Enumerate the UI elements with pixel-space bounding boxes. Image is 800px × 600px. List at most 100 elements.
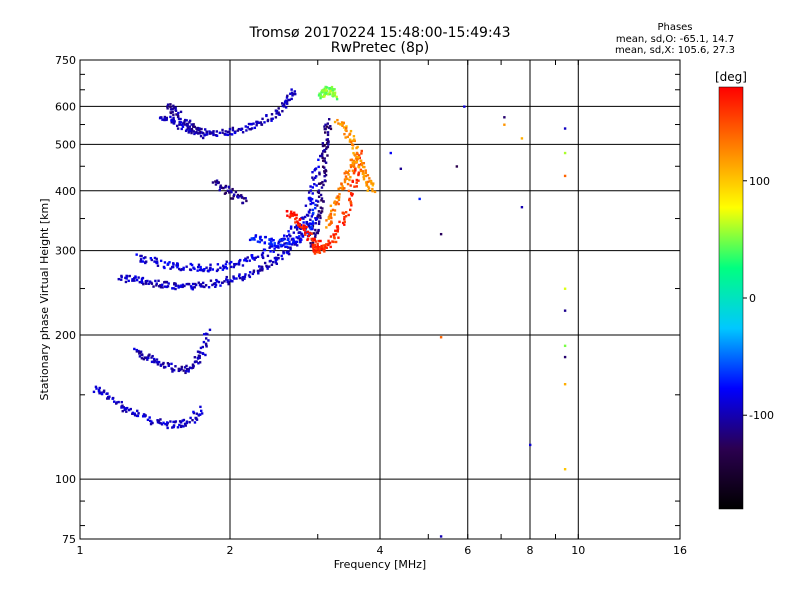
data-point: [295, 213, 298, 217]
data-point: [346, 135, 349, 139]
data-point: [195, 417, 198, 420]
data-point: [321, 152, 324, 156]
data-point: [289, 248, 292, 251]
data-point: [232, 275, 235, 278]
data-point: [343, 218, 346, 221]
data-point: [269, 245, 272, 248]
data-point: [320, 210, 324, 213]
data-point: [305, 221, 308, 225]
data-point: [207, 339, 210, 342]
data-point: [308, 222, 312, 225]
data-point: [172, 369, 176, 372]
data-point: [277, 253, 280, 257]
data-point: [120, 400, 123, 404]
data-point: [177, 286, 180, 289]
data-point: [321, 91, 325, 94]
data-point: [329, 89, 332, 93]
data-point: [120, 406, 123, 409]
data-point: [327, 239, 330, 243]
data-point: [330, 216, 333, 220]
data-point: [174, 287, 177, 291]
data-point: [248, 271, 252, 274]
data-point: [309, 185, 312, 188]
data-point: [321, 144, 325, 148]
data-point: [233, 193, 236, 196]
data-point: [315, 184, 318, 187]
data-point: [260, 239, 263, 242]
x-tick-label: 2: [227, 544, 234, 557]
data-point: [270, 263, 274, 266]
data-point: [323, 131, 327, 134]
data-point: [317, 158, 320, 162]
data-point: [280, 244, 284, 248]
data-point: [189, 285, 193, 288]
data-point: [288, 242, 291, 246]
data-point: [307, 197, 311, 200]
data-point: [314, 240, 317, 243]
data-point: [313, 243, 317, 246]
data-point: [172, 116, 175, 120]
data-point: [252, 237, 256, 240]
data-point: [326, 133, 330, 137]
data-point: [261, 269, 264, 272]
data-point: [317, 246, 321, 249]
data-point: [264, 235, 267, 239]
data-point: [337, 202, 340, 206]
data-point: [185, 282, 188, 286]
data-point: [205, 130, 209, 134]
data-point: [163, 266, 166, 270]
data-point: [163, 366, 166, 369]
data-point: [248, 259, 251, 262]
data-point: [355, 146, 358, 150]
data-point: [281, 238, 285, 242]
data-point: [333, 209, 337, 212]
data-point: [117, 400, 120, 404]
colorbar-tick-label: 0: [749, 292, 756, 305]
data-point: [371, 184, 375, 187]
data-point: [286, 238, 290, 242]
data-point: [252, 270, 255, 274]
data-point: [357, 165, 361, 169]
data-point: [141, 260, 145, 263]
data-point: [302, 217, 305, 220]
data-point: [155, 361, 159, 364]
data-point: [169, 420, 172, 423]
data-point: [259, 235, 262, 239]
data-point: [228, 191, 231, 194]
data-point: [294, 92, 297, 96]
data-point: [314, 217, 317, 220]
data-point: [287, 250, 290, 253]
data-point: [363, 165, 366, 169]
data-point: [327, 243, 330, 246]
data-point: [320, 89, 324, 92]
data-point: [351, 161, 354, 164]
data-point: [342, 121, 346, 125]
data-point: [173, 106, 176, 109]
data-point: [280, 237, 283, 241]
data-point: [192, 130, 196, 133]
data-point: [139, 260, 142, 263]
colorbar: [718, 86, 744, 510]
data-point: [203, 267, 206, 271]
data-point: [198, 132, 202, 135]
data-point: [197, 281, 200, 284]
data-point: [241, 277, 244, 281]
data-point: [202, 269, 205, 273]
data-point: [503, 116, 506, 119]
data-point: [439, 336, 443, 339]
data-point: [287, 252, 291, 256]
data-point: [323, 125, 326, 128]
data-point: [355, 181, 358, 184]
data-point: [341, 187, 344, 191]
data-point: [351, 139, 354, 143]
data-point: [95, 387, 98, 390]
data-point: [147, 356, 150, 360]
data-point: [341, 221, 345, 225]
data-point: [165, 424, 169, 427]
data-point: [328, 91, 331, 94]
data-point: [174, 108, 177, 111]
data-point: [171, 110, 174, 114]
data-point: [163, 118, 166, 122]
data-point: [292, 239, 295, 243]
data-point: [195, 127, 198, 130]
